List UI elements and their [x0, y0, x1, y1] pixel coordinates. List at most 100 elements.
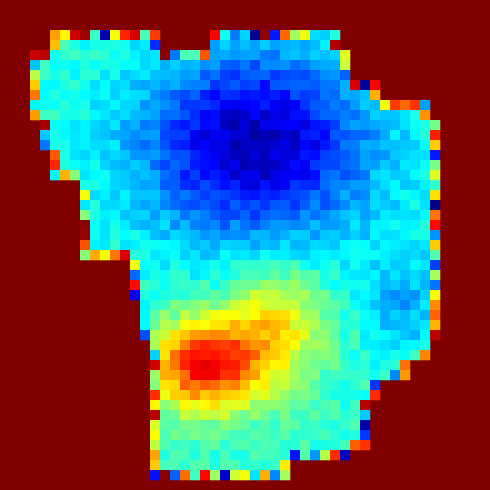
heatmap-cell: [270, 160, 281, 171]
heatmap-cell: [150, 140, 161, 151]
heatmap-cell: [410, 190, 421, 201]
heatmap-cell: [90, 240, 101, 251]
heatmap-cell: [320, 290, 331, 301]
heatmap-cell: [140, 270, 151, 281]
heatmap-cell: [230, 320, 241, 331]
heatmap-cell: [220, 330, 231, 341]
heatmap-cell: [260, 440, 271, 451]
heatmap-cell: [400, 240, 411, 251]
heatmap-cell: [210, 210, 221, 221]
heatmap-cell: [250, 350, 261, 361]
heatmap-cell: [410, 250, 421, 261]
heatmap-cell: [150, 200, 161, 211]
heatmap-cell: [290, 110, 301, 121]
heatmap-cell: [80, 120, 91, 131]
heatmap-cell: [270, 440, 281, 451]
heatmap-cell: [400, 360, 411, 371]
heatmap-cell: [230, 130, 241, 141]
heatmap-cell: [300, 260, 311, 271]
heatmap-cell: [310, 150, 321, 161]
heatmap-cell: [110, 70, 121, 81]
heatmap-cell: [220, 440, 231, 451]
heatmap-cell: [190, 340, 201, 351]
heatmap-cell: [230, 100, 241, 111]
heatmap-cell: [330, 200, 341, 211]
heatmap-cell: [150, 80, 161, 91]
heatmap-cell: [130, 250, 141, 261]
heatmap-cell: [250, 80, 261, 91]
heatmap-cell: [130, 150, 141, 161]
heatmap-cell: [430, 210, 441, 221]
heatmap-cell: [230, 170, 241, 181]
heatmap-cell: [380, 210, 391, 221]
heatmap-cell: [400, 310, 411, 321]
heatmap-cell: [180, 330, 191, 341]
heatmap-cell: [150, 150, 161, 161]
heatmap-cell: [190, 300, 201, 311]
heatmap-cell: [270, 370, 281, 381]
heatmap-cell: [220, 170, 231, 181]
heatmap-cell: [390, 270, 401, 281]
heatmap-cell: [290, 220, 301, 231]
heatmap-cell: [250, 230, 261, 241]
heatmap-cell: [270, 260, 281, 271]
heatmap-cell: [260, 290, 271, 301]
heatmap-cell: [110, 80, 121, 91]
heatmap-cell: [340, 140, 351, 151]
heatmap-cell: [310, 370, 321, 381]
heatmap-cell: [270, 300, 281, 311]
heatmap-cell: [360, 320, 371, 331]
heatmap-cell: [350, 100, 361, 111]
heatmap-cell: [300, 350, 311, 361]
heatmap-cell: [110, 150, 121, 161]
heatmap-cell: [110, 110, 121, 121]
heatmap-cell: [150, 280, 161, 291]
heatmap-cell: [280, 360, 291, 371]
heatmap-cell: [250, 380, 261, 391]
heatmap-cell: [310, 120, 321, 131]
heatmap-cell: [250, 290, 261, 301]
heatmap-cell: [90, 40, 101, 51]
heatmap-cell: [220, 150, 231, 161]
heatmap-cell: [250, 170, 261, 181]
heatmap-cell: [260, 350, 271, 361]
heatmap-cell: [430, 260, 441, 271]
heatmap-cell: [110, 30, 121, 41]
heatmap-cell: [150, 380, 161, 391]
heatmap-cell: [360, 260, 371, 271]
heatmap-cell: [90, 190, 101, 201]
heatmap-cell: [340, 160, 351, 171]
heatmap-cell: [140, 310, 151, 321]
heatmap-cell: [320, 160, 331, 171]
heatmap-cell: [280, 230, 291, 241]
heatmap-cell: [240, 190, 251, 201]
heatmap-cell: [180, 350, 191, 361]
heatmap-cell: [220, 130, 231, 141]
heatmap-cell: [100, 70, 111, 81]
heatmap-cell: [170, 210, 181, 221]
heatmap-cell: [100, 110, 111, 121]
heatmap-cell: [430, 170, 441, 181]
heatmap-cell: [230, 60, 241, 71]
heatmap-cell: [240, 310, 251, 321]
heatmap-cell: [110, 220, 121, 231]
heatmap-cell: [80, 100, 91, 111]
heatmap-cell: [170, 410, 181, 421]
heatmap-cell: [270, 110, 281, 121]
heatmap-cell: [230, 40, 241, 51]
heatmap-cell: [160, 100, 171, 111]
heatmap-cell: [350, 90, 361, 101]
heatmap-cell: [100, 80, 111, 91]
heatmap-cell: [250, 430, 261, 441]
heatmap-cell: [220, 310, 231, 321]
heatmap-cell: [240, 260, 251, 271]
heatmap-cell: [250, 320, 261, 331]
heatmap-cell: [290, 410, 301, 421]
heatmap-cell: [150, 450, 161, 461]
heatmap-cell: [320, 380, 331, 391]
heatmap-cell: [310, 140, 321, 151]
heatmap-cell: [40, 130, 51, 141]
heatmap-cell: [280, 150, 291, 161]
heatmap-cell: [130, 50, 141, 61]
heatmap-cell: [240, 140, 251, 151]
